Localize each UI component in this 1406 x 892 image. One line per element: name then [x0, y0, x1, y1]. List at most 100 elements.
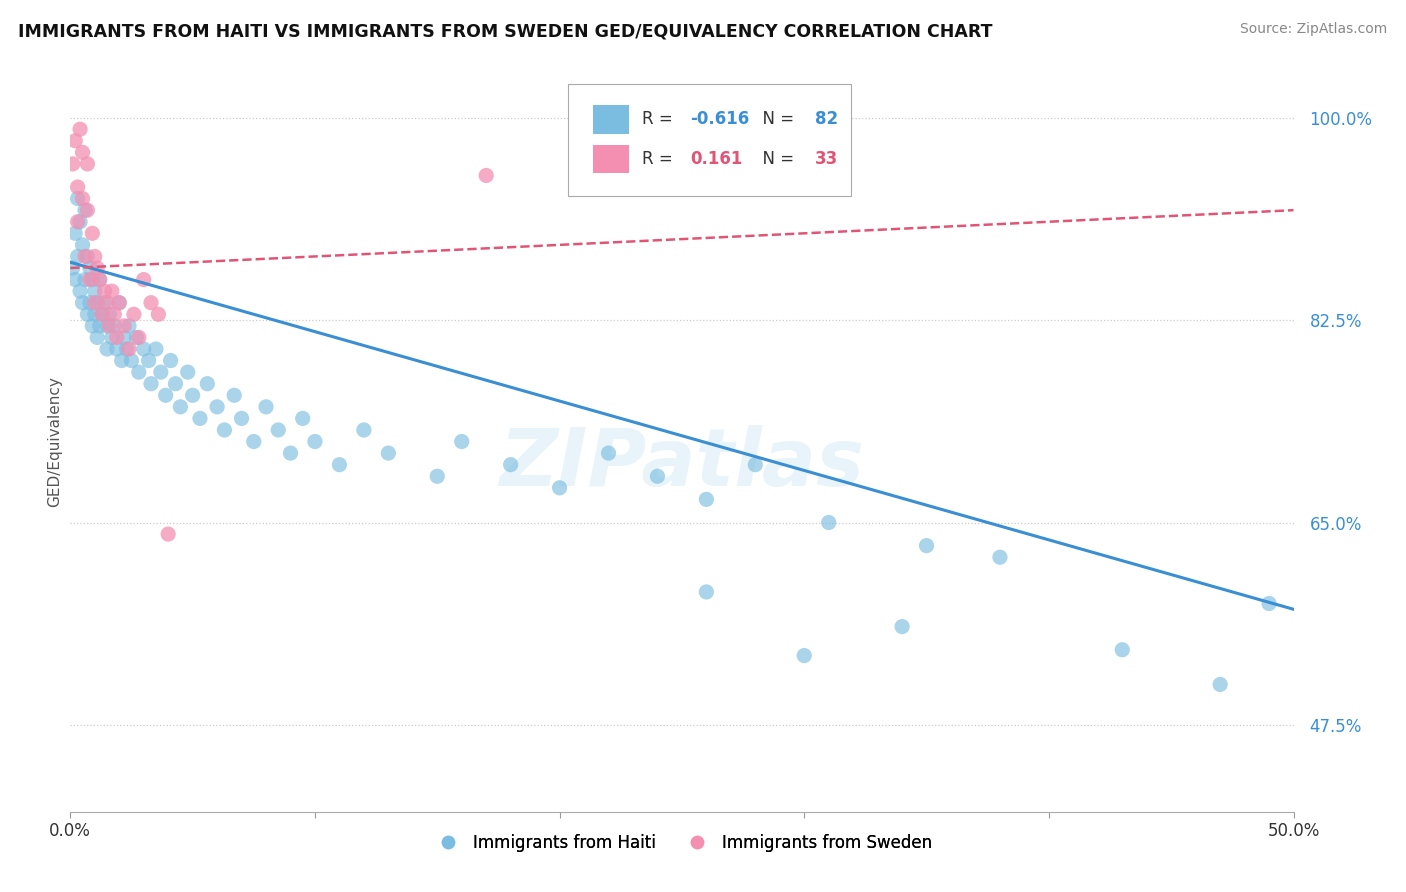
- Point: [891, 619, 914, 633]
- Point: [63, 272, 86, 286]
- Point: [69, 122, 91, 136]
- Point: [83, 295, 105, 310]
- FancyBboxPatch shape: [568, 84, 851, 195]
- Point: [72, 192, 94, 206]
- Point: [66, 192, 89, 206]
- Point: [177, 365, 200, 379]
- Bar: [592, 105, 630, 134]
- Point: [475, 169, 498, 183]
- Point: [66, 180, 89, 194]
- Point: [111, 353, 134, 368]
- Point: [73, 203, 96, 218]
- Point: [76, 203, 98, 218]
- Point: [1258, 597, 1281, 611]
- Point: [231, 411, 253, 425]
- Point: [138, 353, 160, 368]
- Point: [149, 365, 172, 379]
- Point: [304, 434, 326, 449]
- Point: [817, 516, 839, 530]
- Point: [108, 295, 131, 310]
- Point: [353, 423, 375, 437]
- Point: [89, 272, 111, 286]
- Point: [72, 238, 94, 252]
- Text: 33: 33: [815, 150, 838, 168]
- Point: [224, 388, 246, 402]
- Point: [83, 250, 105, 264]
- Text: N =: N =: [752, 150, 799, 168]
- Point: [103, 307, 125, 321]
- Point: [118, 342, 141, 356]
- Point: [280, 446, 302, 460]
- Point: [82, 272, 104, 286]
- Point: [214, 423, 236, 437]
- Point: [86, 260, 108, 275]
- Point: [79, 295, 101, 310]
- Point: [1111, 642, 1133, 657]
- Point: [96, 342, 118, 356]
- Text: 0.161: 0.161: [690, 150, 742, 168]
- Point: [103, 318, 125, 333]
- Point: [695, 585, 717, 599]
- Point: [72, 295, 94, 310]
- Text: 82: 82: [815, 111, 838, 128]
- Point: [82, 227, 104, 241]
- Point: [69, 284, 91, 298]
- Point: [598, 446, 620, 460]
- Point: [105, 342, 128, 356]
- Point: [148, 307, 170, 321]
- Point: [915, 539, 938, 553]
- Point: [98, 318, 121, 333]
- Point: [72, 145, 94, 160]
- Point: [169, 400, 191, 414]
- Point: [101, 284, 124, 298]
- Point: [145, 342, 167, 356]
- Text: ZIPatlas: ZIPatlas: [499, 425, 865, 503]
- Point: [91, 307, 114, 321]
- Point: [73, 272, 96, 286]
- Point: [86, 330, 108, 344]
- Y-axis label: GED/Equivalency: GED/Equivalency: [46, 376, 62, 507]
- Point: [188, 411, 211, 425]
- Point: [86, 295, 108, 310]
- Point: [121, 353, 143, 368]
- Point: [89, 318, 111, 333]
- Point: [82, 318, 104, 333]
- Text: R =: R =: [641, 111, 678, 128]
- Point: [132, 342, 155, 356]
- Point: [450, 434, 472, 449]
- Point: [793, 648, 815, 663]
- Point: [988, 550, 1011, 565]
- Point: [66, 215, 89, 229]
- Point: [79, 272, 101, 286]
- Point: [254, 400, 277, 414]
- Point: [73, 250, 96, 264]
- Point: [647, 469, 669, 483]
- Point: [744, 458, 766, 472]
- Point: [89, 272, 111, 286]
- Point: [108, 295, 131, 310]
- Text: -0.616: -0.616: [690, 111, 749, 128]
- Point: [157, 527, 180, 541]
- Bar: [592, 145, 630, 173]
- Point: [165, 376, 187, 391]
- Point: [76, 307, 98, 321]
- Point: [63, 134, 86, 148]
- Point: [1209, 677, 1232, 691]
- Text: R =: R =: [641, 150, 683, 168]
- Legend: Immigrants from Haiti, Immigrants from Sweden: Immigrants from Haiti, Immigrants from S…: [425, 828, 939, 859]
- Point: [181, 388, 204, 402]
- Point: [139, 295, 162, 310]
- Point: [328, 458, 350, 472]
- Point: [122, 307, 145, 321]
- Point: [291, 411, 314, 425]
- Point: [76, 250, 98, 264]
- Text: Source: ZipAtlas.com: Source: ZipAtlas.com: [1240, 22, 1388, 37]
- Point: [62, 260, 84, 275]
- Point: [132, 272, 155, 286]
- Point: [426, 469, 449, 483]
- Point: [112, 318, 135, 333]
- Point: [105, 330, 128, 344]
- Point: [93, 295, 115, 310]
- Point: [499, 458, 522, 472]
- Point: [139, 376, 162, 391]
